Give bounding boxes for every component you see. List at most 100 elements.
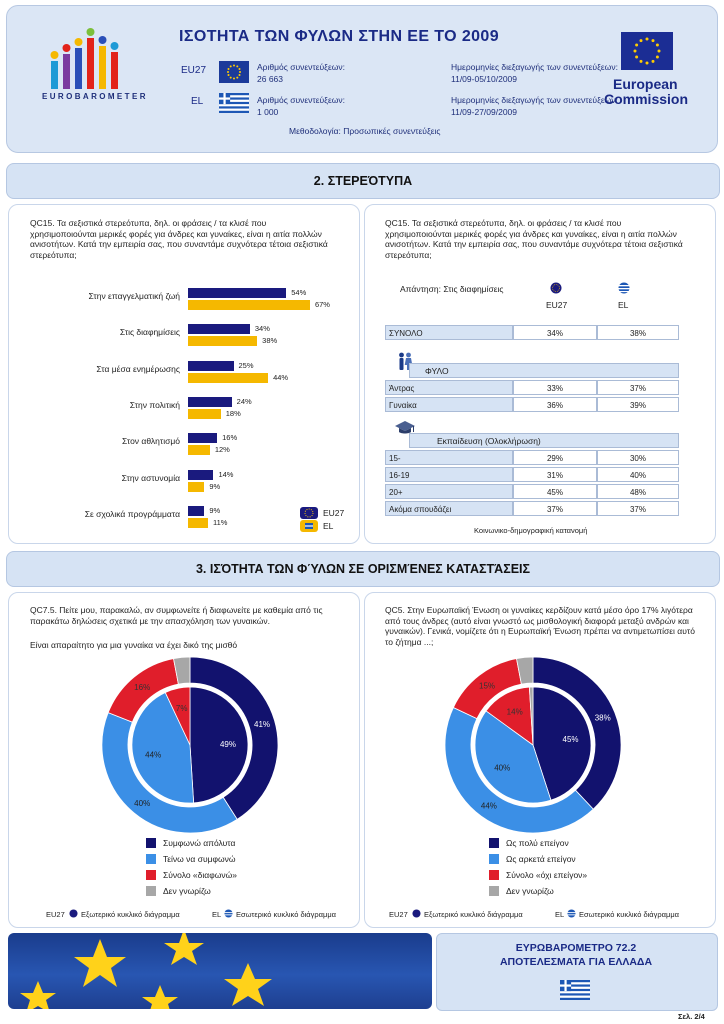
greek-flag-icon bbox=[219, 93, 249, 113]
row-el: 30% bbox=[597, 450, 679, 465]
row-el: 48% bbox=[597, 484, 679, 499]
legend-label: Ως πολύ επείγον bbox=[506, 838, 569, 848]
slice-value-label: 40% bbox=[494, 763, 510, 772]
ring-separator bbox=[471, 683, 595, 807]
graduation-cap-icon bbox=[395, 421, 415, 434]
bar-category-label: Στην αστυνομία bbox=[121, 472, 180, 483]
inner-note-text-left: Εσωτερικό κυκλικό διάγραμμα bbox=[236, 910, 336, 919]
bar-value-el: 12% bbox=[214, 445, 230, 455]
bar-eu27 bbox=[188, 396, 232, 407]
bar-category-label: Στην επαγγελματική ζωή bbox=[88, 291, 180, 301]
header-panel: EUROBAROMETER ΙΣΟΤΗΤΑ ΤΩΝ ΦΥΛΩΝ ΣΤΗΝ ΕΕ … bbox=[6, 5, 718, 153]
row-label: Ακόμα σπουδάζει bbox=[385, 501, 513, 516]
eu-flag-banner bbox=[8, 933, 432, 1009]
legend-label: Δεν γνωρίζω bbox=[163, 886, 211, 896]
dates-value-el: 11/09-27/09/2009 bbox=[451, 107, 518, 117]
page-number: Σελ. 2/4 bbox=[678, 1012, 705, 1021]
slice-value-label: 38% bbox=[595, 713, 611, 722]
inner-note-code-right: EL bbox=[555, 910, 565, 919]
legend-el-flag-icon bbox=[300, 520, 318, 532]
bar-value-eu27: 34% bbox=[254, 324, 270, 334]
legend-label: Δεν γνωρίζω bbox=[506, 886, 554, 896]
row-eu27: 45% bbox=[513, 484, 597, 499]
slice-value-label: 40% bbox=[134, 799, 150, 808]
legend-label: Σύνολο «διαφωνώ» bbox=[163, 870, 237, 880]
inner-slice-el bbox=[474, 710, 552, 804]
outer-slice-eu27 bbox=[444, 706, 594, 834]
inner-slice-el bbox=[528, 686, 534, 746]
outer-slice-eu27 bbox=[516, 656, 534, 685]
row-el: 37% bbox=[597, 380, 679, 395]
eu-commission-flag-icon bbox=[621, 32, 673, 70]
column-header-eu: EU27 bbox=[546, 300, 568, 310]
slice-value-label: 16% bbox=[134, 683, 150, 692]
bar-value-el: 44% bbox=[273, 372, 289, 382]
bar-category-label: Στον αθλητισμό bbox=[122, 436, 180, 447]
outer-note-text-right: Εξωτερικό κυκλικό διάγραμμα bbox=[424, 910, 523, 919]
salary-donut-chart: 41% 40% 16% 49% 44% 7% bbox=[101, 656, 279, 834]
inner-slice-el bbox=[189, 686, 249, 804]
bar-el bbox=[188, 445, 210, 456]
section2-question-right: QC15. Τα σεξιστικά στερεότυπα, δηλ. οι φ… bbox=[385, 218, 683, 260]
bar-eu27 bbox=[188, 360, 234, 371]
section3-question-right: QC5. Στην Ευρωπαϊκή Ένωση οι γυναίκες κε… bbox=[385, 605, 695, 647]
legend-swatch bbox=[489, 838, 499, 848]
interviews-label-el: Αριθμός συνεντεύξεων: bbox=[257, 95, 346, 105]
inner-note-text-right: Εσωτερικό κυκλικό διάγραμμα bbox=[579, 910, 679, 919]
row-el: 37% bbox=[597, 501, 679, 516]
education-header-bar bbox=[409, 433, 679, 448]
legend-el-label: EL bbox=[323, 521, 334, 531]
section3-title-bar: 3. ΙΣΌΤΗΤΑ ΤΩΝ ΦΎΛΩΝ ΣΕ ΟΡΙΣΜΈΝΕΣ ΚΑΤΑΣΤ… bbox=[6, 551, 720, 587]
bar-value-el: 9% bbox=[209, 481, 221, 491]
answer-label: Απάντηση: Στις διαφημίσεις bbox=[400, 284, 504, 294]
outer-slice-eu27 bbox=[101, 712, 238, 834]
dates-label-el: Ημερομηνίες διεξαγωγής των συνεντεύξεων: bbox=[451, 95, 618, 105]
legend-swatch bbox=[146, 854, 156, 864]
footer-greek-flag-icon bbox=[560, 980, 590, 1000]
ring-separator bbox=[128, 683, 252, 807]
slice-value-label: 44% bbox=[481, 802, 497, 811]
bar-el bbox=[188, 517, 209, 528]
legend-swatch bbox=[489, 886, 499, 896]
bar-value-eu27: 25% bbox=[238, 360, 254, 370]
gender-header-bar bbox=[409, 363, 679, 378]
row-label: 20+ bbox=[385, 484, 513, 499]
education-table-row: 16-19 31% 40% bbox=[385, 467, 679, 482]
stereotypes-bar-chart-card bbox=[8, 204, 360, 544]
education-header: Εκπαίδευση (Ολοκλήρωση) bbox=[437, 436, 541, 446]
slice-value-label: 41% bbox=[254, 720, 270, 729]
footer-line2: ΑΠΟΤΕΛΕΣΜΑΤΑ ΓΙΑ ΕΛΛΑΔΑ bbox=[499, 956, 653, 968]
bar-el bbox=[188, 336, 258, 347]
row-label: 15- bbox=[385, 450, 513, 465]
eu-flag-icon bbox=[219, 61, 249, 83]
sociodemographic-footnote: Κοινωνικο-δημογραφική κατανομή bbox=[474, 526, 588, 535]
interviews-value-el: 1 000 bbox=[257, 107, 279, 117]
bar-value-el: 18% bbox=[225, 408, 241, 418]
legend-swatch bbox=[146, 838, 156, 848]
bar-el bbox=[188, 300, 310, 310]
total-eu: 34% bbox=[513, 325, 597, 340]
outer-note-eu-icon-left bbox=[69, 909, 78, 918]
el-code: EL bbox=[191, 96, 204, 107]
education-table-row: Ακόμα σπουδάζει 37% 37% bbox=[385, 501, 679, 516]
interviews-value-eu: 26 663 bbox=[257, 74, 283, 84]
el-globe-icon bbox=[618, 282, 630, 294]
row-eu27: 36% bbox=[513, 397, 597, 412]
section2-question-left: QC15. Τα σεξιστικά στερεότυπα, δηλ. οι φ… bbox=[30, 218, 328, 260]
bar-category-label: Στην πολιτική bbox=[129, 399, 180, 410]
inner-note-code-left: EL bbox=[212, 910, 222, 919]
legend-eu-label: EU27 bbox=[323, 508, 345, 518]
outer-note-code-right: EU27 bbox=[389, 910, 408, 919]
section2-title: 2. ΣΤΕΡΕΌΤΥΠΑ bbox=[313, 174, 413, 188]
education-table-row: 20+ 45% 48% bbox=[385, 484, 679, 499]
row-eu27: 33% bbox=[513, 380, 597, 395]
row-el: 39% bbox=[597, 397, 679, 412]
bar-value-eu27: 16% bbox=[222, 433, 238, 443]
outer-note-eu-icon-right bbox=[412, 909, 421, 918]
page-title: ΙΣΟΤΗΤΑ ΤΩΝ ΦΥΛΩΝ ΣΤΗΝ ΕΕ ΤΟ 2009 bbox=[179, 28, 500, 45]
bar-value-el: 38% bbox=[262, 336, 278, 346]
legend-label: Ως αρκετά επείγον bbox=[506, 854, 576, 864]
footer-info-box bbox=[436, 933, 718, 1011]
section3-title: 3. ΙΣΌΤΗΤΑ ΤΩΝ ΦΎΛΩΝ ΣΕ ΟΡΙΣΜΈΝΕΣ ΚΑΤΑΣΤ… bbox=[195, 562, 531, 576]
eu-stars-banner-icon bbox=[20, 933, 272, 1009]
